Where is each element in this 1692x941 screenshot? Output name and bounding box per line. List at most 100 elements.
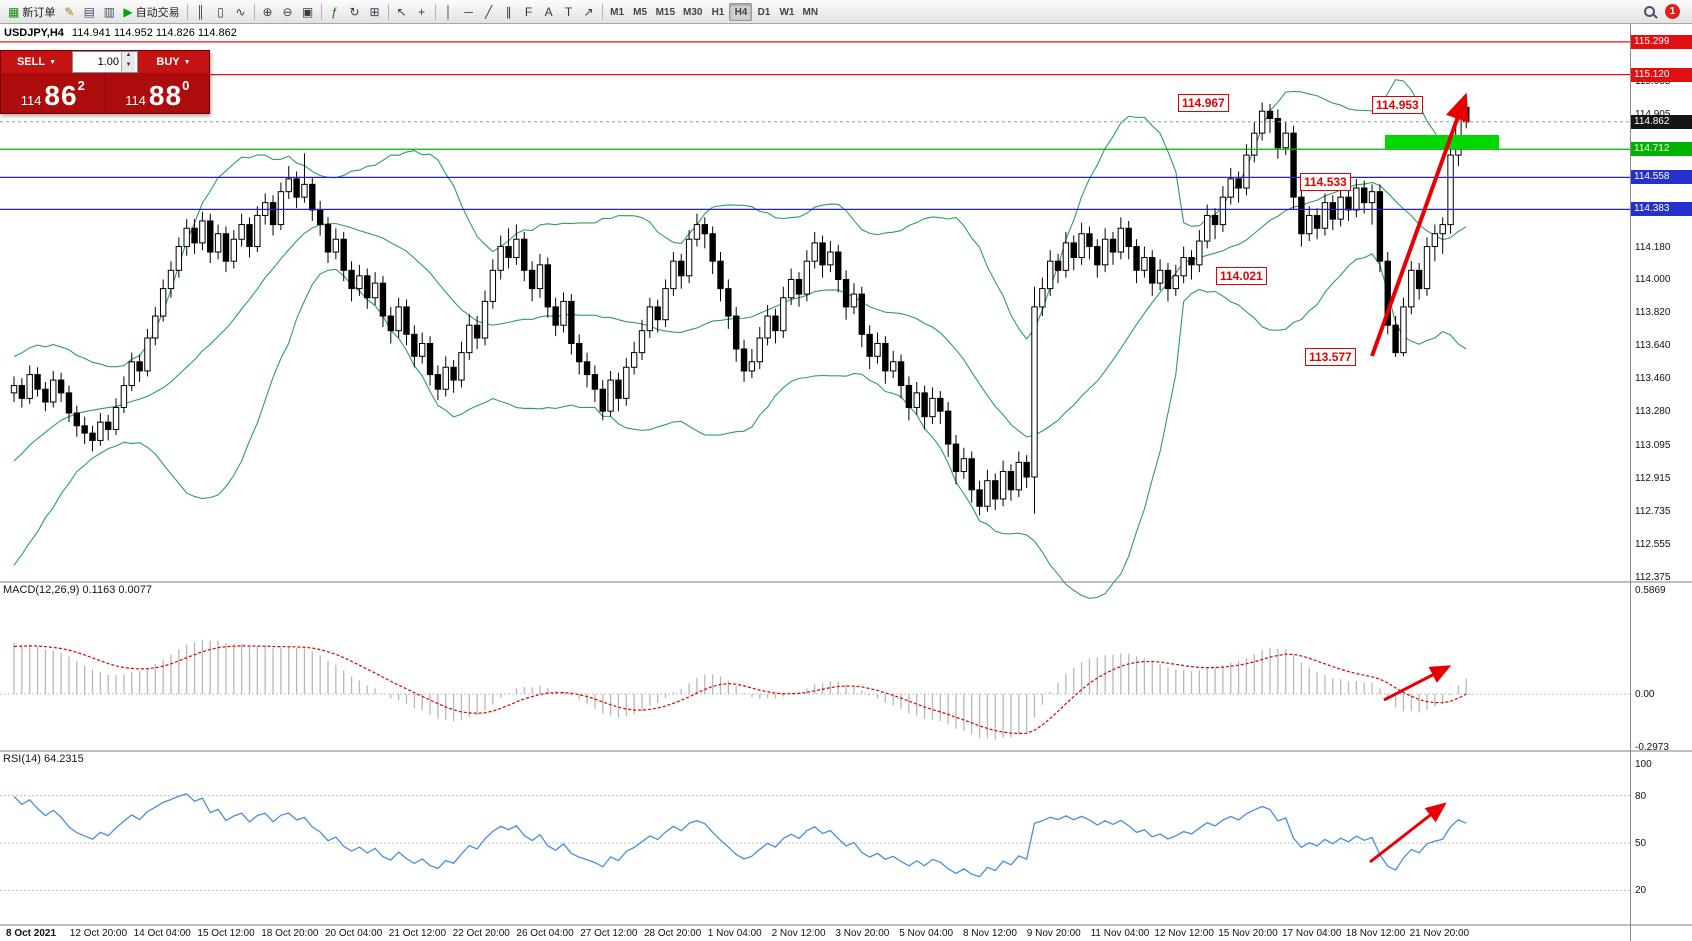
candle-body [387, 315, 395, 332]
volume-up-button[interactable]: ▲ [122, 52, 135, 62]
sell-price-button[interactable]: 114 86 2 [1, 73, 105, 113]
timeframe-mn-button[interactable]: MN [802, 6, 819, 18]
price-annotation[interactable]: 113.577 [1305, 347, 1356, 366]
data-window-button[interactable]: ⊞ [365, 2, 385, 22]
candle-body [1015, 461, 1022, 491]
time-label: 5 Nov 04:00 [899, 928, 954, 939]
candle-body [630, 352, 638, 368]
candle-body [568, 300, 575, 344]
price-annotation[interactable]: 114.967 [1178, 93, 1229, 112]
market-watch-button[interactable]: ▤ [79, 2, 99, 22]
search-icon[interactable] [1644, 6, 1655, 17]
bollinger-upper-band [13, 79, 1467, 368]
timeframe-m1-button[interactable]: M1 [610, 6, 625, 18]
arrows-tool-button[interactable]: ↗ [579, 2, 599, 22]
sell-button[interactable]: SELL ▼ [1, 51, 72, 73]
candle-body [1439, 224, 1446, 235]
candle-body [458, 352, 465, 381]
price-tick: 114.905 [1635, 109, 1670, 120]
tile-windows-button[interactable]: ▣ [298, 2, 318, 22]
candle-body [1298, 196, 1305, 235]
time-label: 21 Nov 20:00 [1409, 928, 1470, 939]
refresh-button[interactable]: ↻ [345, 2, 365, 22]
price-scale: 115.085114.905114.180114.000113.820113.6… [1630, 24, 1692, 941]
price-annotation[interactable]: 114.953 [1372, 96, 1423, 115]
vertical-line-button[interactable]: │ [439, 2, 459, 22]
macd-axis-tick: 0.5869 [1635, 585, 1666, 597]
fibonacci-button[interactable]: F [519, 2, 539, 22]
candle-body [685, 238, 693, 277]
notification-badge[interactable]: 1 [1665, 4, 1680, 19]
candle-body [230, 238, 238, 262]
vertical-line-icon: │ [444, 4, 453, 19]
label-button[interactable]: T [559, 2, 579, 22]
refresh-icon: ↻ [349, 4, 360, 19]
candle-body [1321, 202, 1329, 229]
price-annotation[interactable]: 114.533 [1300, 172, 1351, 191]
trendline-icon: ╱ [484, 4, 493, 19]
candle-body [238, 224, 245, 240]
time-label: 1 Nov 04:00 [707, 928, 762, 939]
time-label: 28 Oct 20:00 [644, 928, 702, 939]
candle-body [1266, 110, 1274, 119]
candle-body [1400, 306, 1407, 354]
indicators-button[interactable]: ƒ [325, 2, 345, 22]
bar-chart-type-button[interactable]: ║ [191, 2, 211, 22]
candle-body [583, 361, 591, 376]
candle-body [607, 379, 614, 412]
timeframe-h1-button[interactable]: H1 [711, 6, 725, 18]
candle-body [1070, 242, 1077, 259]
candle-body [1376, 191, 1384, 262]
candle-body [1149, 257, 1156, 284]
zoom-out-button[interactable]: ⊖ [278, 2, 298, 22]
candle-body [364, 275, 371, 299]
crosshair-button[interactable]: + [412, 2, 432, 22]
timeframe-h4-button[interactable]: H4 [729, 2, 753, 21]
candle-body [144, 337, 151, 372]
channel-button[interactable]: ∥ [499, 2, 519, 22]
metaeditor-button[interactable]: ✎ [59, 2, 79, 22]
new-order-button[interactable]: ▦ 新订单 [4, 2, 59, 22]
buy-button[interactable]: BUY ▼ [138, 51, 209, 73]
trade-panel-price-row: 114 86 2 114 88 0 [1, 73, 209, 113]
new-order-icon: ▦ [8, 4, 20, 19]
timeframe-w1-button[interactable]: W1 [779, 6, 795, 18]
timeframe-d1-button[interactable]: D1 [757, 6, 771, 18]
candle-body [827, 251, 834, 266]
candle-body [1306, 214, 1313, 235]
price-label-chip: 114.712 [1631, 142, 1692, 157]
arrows-tool-icon: ↗ [583, 4, 594, 19]
trendline-button[interactable]: ╱ [479, 2, 499, 22]
price-tick: 113.640 [1635, 340, 1671, 352]
navigator-button[interactable]: ▥ [99, 2, 119, 22]
zoom-in-button[interactable]: ⊕ [258, 2, 278, 22]
timeframe-m5-button[interactable]: M5 [633, 6, 648, 18]
volume-down-button[interactable]: ▼ [122, 62, 135, 72]
time-label: 17 Nov 04:00 [1282, 928, 1342, 939]
cursor-button[interactable]: ↖ [392, 2, 412, 22]
line-chart-type-button[interactable]: ∿ [231, 2, 251, 22]
time-label: 22 Oct 20:00 [452, 928, 510, 939]
text-button[interactable]: A [539, 2, 559, 22]
timeframe-m30-button[interactable]: M30 [683, 6, 703, 18]
candle-body [1423, 246, 1431, 290]
macd-axis-tick: 0.00 [1635, 689, 1655, 700]
candlestick-chart-type-button[interactable]: ▯ [211, 2, 231, 22]
timeframe-m15-button[interactable]: M15 [655, 6, 676, 18]
candle-body [489, 269, 497, 302]
horizontal-line-button[interactable]: ─ [459, 2, 479, 22]
autotrading-button[interactable]: ▶ 自动交易 [119, 2, 183, 22]
candle-body [842, 278, 850, 308]
buy-price-button[interactable]: 114 88 0 [104, 73, 210, 113]
candle-body [1463, 106, 1470, 123]
candle-body [222, 233, 230, 262]
candle-body [654, 306, 661, 321]
price-annotation[interactable]: 114.021 [1216, 266, 1267, 285]
volume-input[interactable] [73, 52, 121, 72]
candle-body [175, 246, 183, 271]
rsi-axis-tick: 20 [1635, 885, 1647, 897]
candle-body [1368, 191, 1376, 204]
buy-price-big: 88 [148, 80, 183, 111]
data-window-icon: ⊞ [369, 4, 380, 19]
time-label: 21 Oct 12:00 [388, 928, 447, 939]
